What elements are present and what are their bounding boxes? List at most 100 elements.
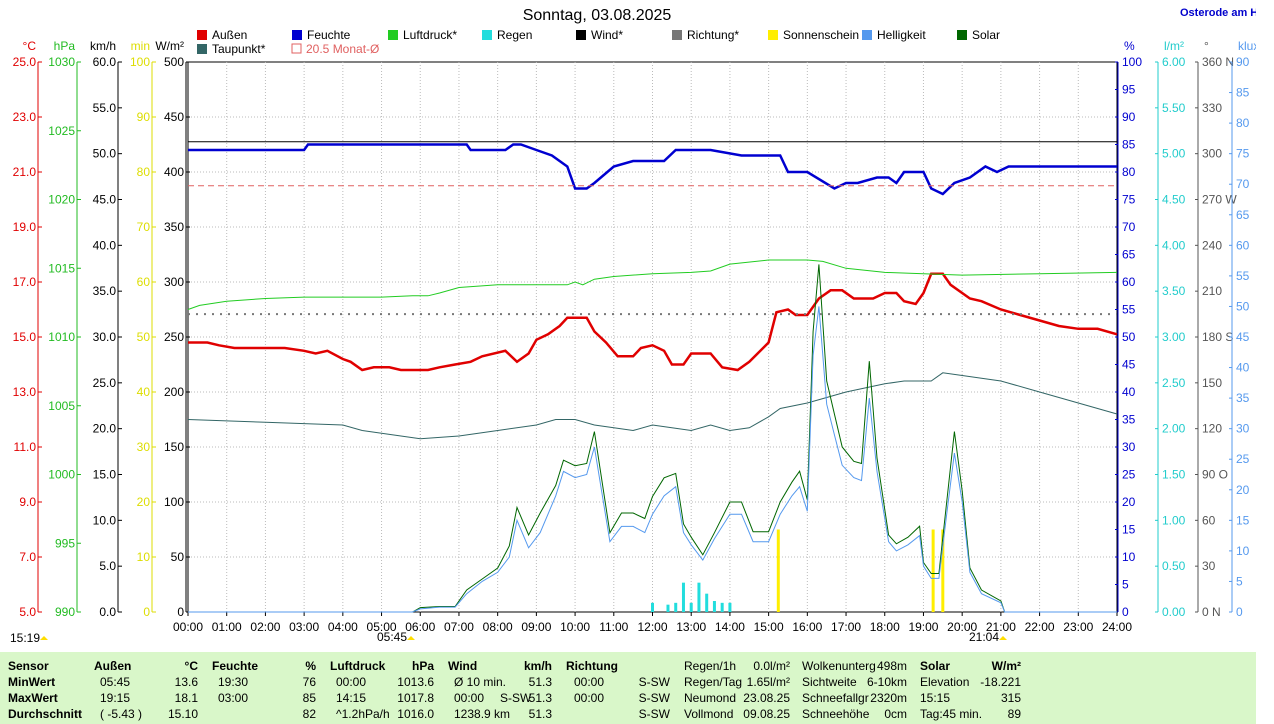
right-axis-unit: ° [1204,39,1209,53]
bar-regen [651,602,654,612]
row-aussen-time: 19:15 [100,691,131,705]
right-axis-tick-label: 80 [1236,116,1250,130]
right-axis-tick-label: 20 [1236,483,1250,497]
hdr-solar-unit: W/m² [991,659,1021,673]
row-wind-time: 00:00 [454,691,485,705]
hdr-feuchte-unit: % [305,659,316,673]
legend-swatch [957,30,967,40]
left-axis-tick-label: 25.0 [13,55,37,69]
left-axis-tick-label: 9.0 [19,495,36,509]
left-axis-unit: W/m² [155,39,184,53]
legend-swatch [197,30,207,40]
left-axis-tick-label: 21.0 [13,165,37,179]
left-axis-tick-label: 90 [137,110,151,124]
row-feuchte-value: 76 [302,675,316,689]
row-druck-time: 00:00 [336,675,367,689]
hdr-solar: Solar [920,659,951,673]
left-axis-unit: km/h [90,39,116,53]
misc-value: 09.08.25 [743,707,790,721]
right-axis-tick-label: 330 [1202,101,1222,115]
left-axis-tick-label: 250 [164,330,184,344]
x-axis-tick-label: 06:00 [405,620,435,634]
misc-key: Neumond [684,691,737,705]
row-richtung-value: S-SW [638,675,670,689]
row-aussen-time: 05:45 [100,675,131,689]
left-axis-tick-label: 40.0 [93,238,117,252]
left-axis-tick-label: 80 [137,165,151,179]
legend-label: Luftdruck* [403,28,457,42]
sunrise-marker [407,636,415,640]
misc-key: Vollmond [684,707,734,721]
legend-label: Taupunkt* [212,42,266,56]
legend-swatch [291,43,302,54]
series-line-luftdruck [187,259,1118,310]
left-axis-tick-label: 35.0 [93,284,117,298]
left-axis-tick-label: 350 [164,220,184,234]
left-axis-tick-label: 30.0 [93,330,117,344]
row-wind-value: 51.3 [528,691,552,705]
left-axis-tick-label: 25.0 [93,376,117,390]
right-axis-tick-label: 30 [1202,559,1216,573]
sunset-label: 21:04 [969,630,999,644]
row-wind-value: 51.3 [528,675,552,689]
right-axis-tick-label: 1.50 [1162,468,1186,482]
right-axis-tick-label: 40 [1122,385,1136,399]
right-axis-tick-label: 60 [1236,238,1250,252]
solar-key: 15:15 [920,691,951,705]
legend-swatch [388,30,398,40]
cloud-value: 2320m [870,691,907,705]
right-axis-tick-label: 5 [1122,578,1129,592]
right-axis-unit: l/m² [1164,39,1184,53]
left-axis-tick-label: 40 [137,385,151,399]
right-axis-tick-label: 0 [1122,605,1129,619]
x-axis-tick-label: 03:00 [289,620,319,634]
x-axis-tick-label: 01:00 [212,620,242,634]
legend-swatch [576,30,586,40]
right-axis-tick-label: 0 N [1202,605,1221,619]
right-axis-tick-label: 95 [1122,83,1136,97]
right-axis-tick-label: 3.50 [1162,284,1186,298]
x-axis-tick-label: 08:00 [483,620,513,634]
right-axis-tick-label: 25 [1122,468,1136,482]
bar-regen [720,602,724,612]
series-line-helligkeit [188,306,1117,613]
right-axis-tick-label: 25 [1236,452,1250,466]
left-axis-tick-label: 60.0 [93,55,117,69]
left-axis-tick-label: 300 [164,275,184,289]
left-axis-tick-label: 50.0 [93,147,117,161]
x-axis-tick-label: 24:00 [1102,620,1132,634]
right-axis-tick-label: 20 [1122,495,1136,509]
x-axis-tick-label: 04:00 [328,620,358,634]
legend-label: Wind* [591,28,623,42]
x-axis-tick-label: 13:00 [676,620,706,634]
x-axis-tick-label: 17:00 [831,620,861,634]
right-axis-tick-label: 4.00 [1162,238,1186,252]
row-wind-time: 1238.9 km [454,707,511,721]
hdr-wind-unit: km/h [523,659,552,673]
right-axis-tick-label: 360 N [1202,55,1234,69]
legend-swatch [672,30,682,40]
right-axis-tick-label: 0 [1236,605,1243,619]
left-axis-tick-label: 150 [164,440,184,454]
right-edge-strip [1256,0,1274,724]
right-axis-tick-label: 40 [1236,361,1250,375]
right-axis-tick-label: 0.00 [1162,605,1186,619]
right-axis-tick-label: 60 [1122,275,1136,289]
right-axis-tick-label: 90 [1122,110,1136,124]
legend-label: Außen [212,28,247,42]
summary-table: Sensor Außen °C Feuchte% Luftdruck hPa Wind km/… [0,652,1256,724]
left-axis-tick-label: 60 [137,275,151,289]
left-axis-tick-label: 990 [55,605,75,619]
right-axis-tick-label: 210 [1202,284,1222,298]
left-axis-tick-label: 19.0 [13,220,37,234]
row-label: MinWert [8,675,56,689]
left-axis-unit: °C [23,39,37,53]
bar-regen [689,602,693,612]
row-wind-time: Ø 10 min. [454,675,507,689]
x-axis-tick-label: 20:00 [947,620,977,634]
x-axis-tick-label: 09:00 [521,620,551,634]
right-axis-tick-label: 50 [1122,330,1136,344]
cloud-key: Schneehöhe [802,707,870,721]
bar-regen [705,593,709,612]
left-axis-tick-label: 70 [137,220,151,234]
